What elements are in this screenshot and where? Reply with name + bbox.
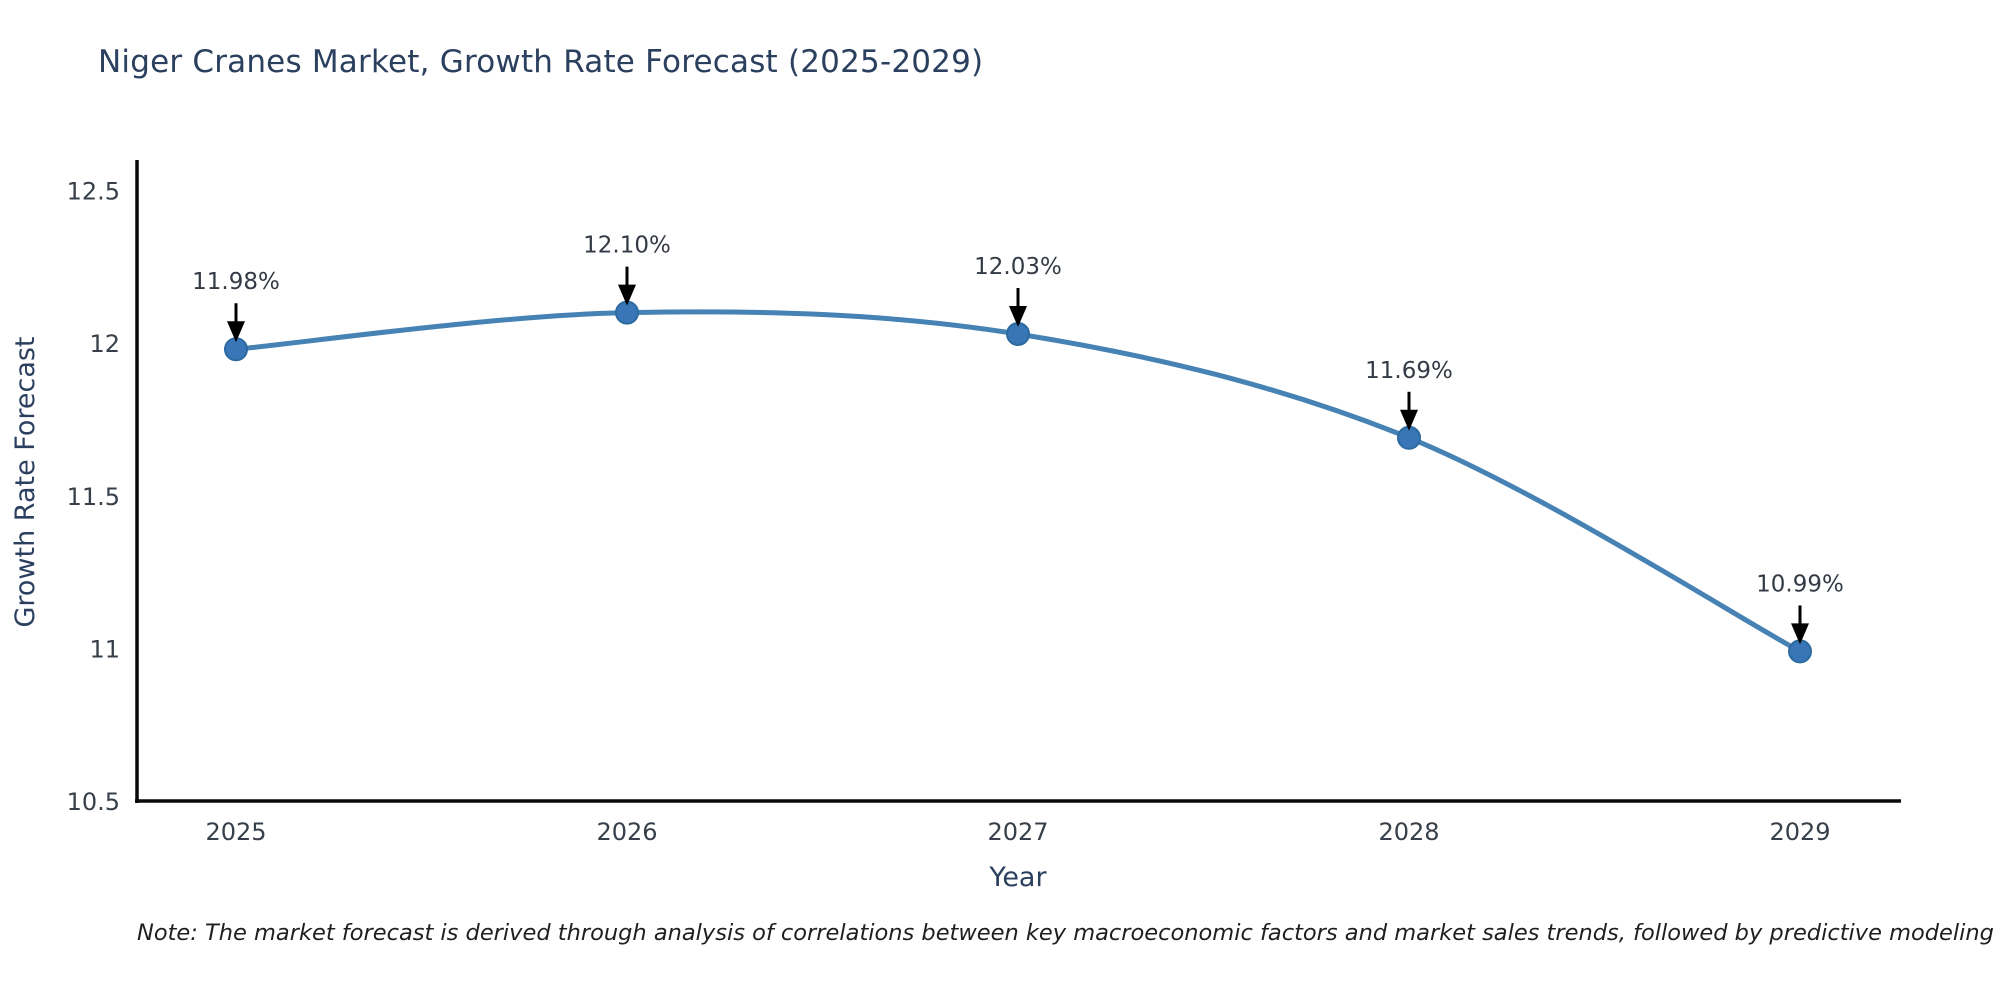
annotation-arrowhead bbox=[227, 321, 245, 343]
annotation-label: 12.03% bbox=[974, 254, 1062, 280]
y-axis-title: Growth Rate Forecast bbox=[10, 336, 41, 627]
annotation-arrowhead bbox=[1400, 409, 1418, 431]
annotation-label: 12.10% bbox=[583, 233, 671, 259]
x-axis-title: Year bbox=[988, 862, 1047, 893]
y-tick-label: 12 bbox=[89, 330, 120, 358]
footnote: Note: The market forecast is derived thr… bbox=[137, 920, 2000, 946]
x-tick-label: 2027 bbox=[987, 818, 1048, 846]
chart-title: Niger Cranes Market, Growth Rate Forecas… bbox=[98, 44, 984, 80]
y-tick-label: 11 bbox=[89, 635, 120, 663]
x-tick-label: 2025 bbox=[205, 818, 266, 846]
x-tick-label: 2029 bbox=[1769, 818, 1830, 846]
annotation-label: 11.69% bbox=[1365, 358, 1453, 384]
x-tick-label: 2026 bbox=[596, 818, 657, 846]
y-tick-label: 10.5 bbox=[67, 788, 120, 816]
annotation-arrowhead bbox=[618, 284, 636, 306]
y-tick-label: 12.5 bbox=[67, 178, 120, 206]
annotation-label: 10.99% bbox=[1756, 571, 1844, 597]
series-line bbox=[233, 309, 1803, 654]
annotation-label: 11.98% bbox=[192, 269, 280, 295]
annotation-arrowhead bbox=[1791, 623, 1809, 645]
annotation-arrowhead bbox=[1009, 305, 1027, 327]
x-tick-label: 2028 bbox=[1378, 818, 1439, 846]
y-tick-label: 11.5 bbox=[67, 483, 120, 511]
